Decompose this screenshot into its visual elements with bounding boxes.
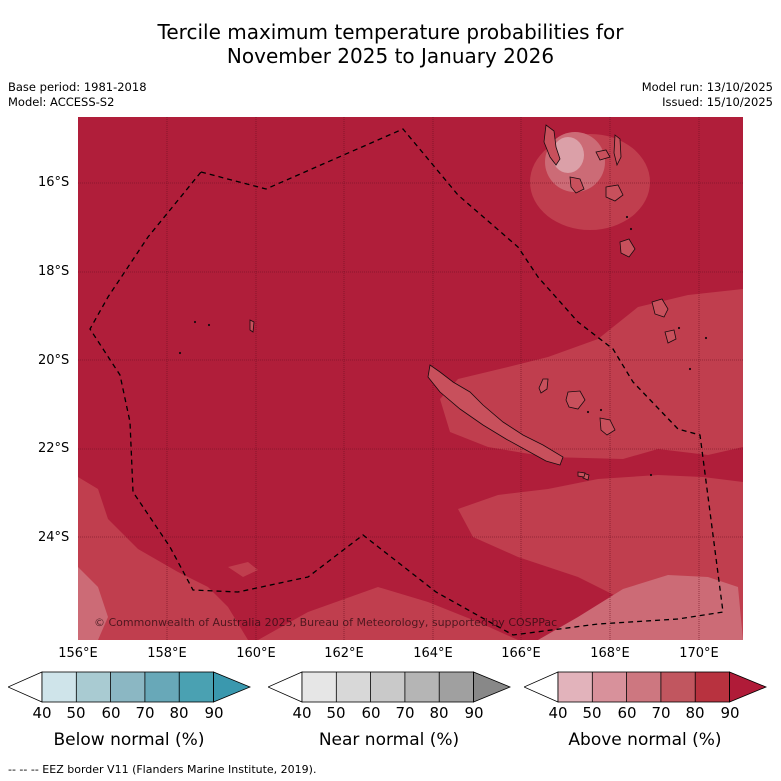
new-caledonia [427,364,564,466]
band-small-south [228,562,258,577]
cbar-near-tick-80: 80 [429,704,449,722]
colorbar-near-seg-50 [336,672,371,702]
cbar-near-tick-40: 40 [292,704,312,722]
lon-label-158e: 158°E [147,646,187,661]
lat-label-16s: 16°S [38,175,70,190]
lifou [565,390,586,410]
mare [599,417,616,436]
cbar-below-tick-70: 70 [135,704,155,722]
lon-label-164e: 164°E [413,646,453,661]
colorbar-near-seg-60 [370,672,405,702]
lat-label-22s: 22°S [38,441,70,456]
malekula [569,176,585,194]
lat-label-24s: 24°S [38,530,70,545]
small-island-west [249,319,255,333]
lon-label-166e: 166°E [501,646,541,661]
cbar-near-tick-90: 90 [464,704,484,722]
colorbar-below-low-tri [8,671,43,703]
pentecost [613,134,622,167]
colorbar-below [8,671,251,703]
copyright-notice: © Commonwealth of Australia 2025, Bureau… [94,616,557,629]
lon-label-162e: 162°E [324,646,364,661]
cbar-below-tick-50: 50 [66,704,86,722]
colorbar-near-seg-40 [302,672,337,702]
colorbar-near-low-tri [268,671,303,703]
colorbar-below-seg-40 [42,672,77,702]
loyalty-small-2 [664,329,677,344]
band-south-70 [78,477,248,640]
meta-left: Base period: 1981-2018 Model: ACCESS-S2 [8,80,147,110]
colorbar-above [524,671,767,703]
title-line-2: November 2025 to January 2026 [226,44,555,68]
chart-title: Tercile maximum temperature probabilitie… [0,20,781,68]
lon-label-168e: 168°E [590,646,630,661]
colorbar-below-seg-60 [110,672,145,702]
colorbar-near [268,671,511,703]
colorbar-near-seg-70 [404,672,440,702]
colorbar-below-high-tri [213,671,251,703]
colorbar-above-high-tri [729,671,767,703]
cbar-near-tick-70: 70 [395,704,415,722]
efate [605,184,624,202]
probability-map: © Commonwealth of Australia 2025, Bureau… [78,117,743,640]
meta-right: Model run: 13/10/2025 Issued: 15/10/2025 [642,80,773,110]
colorbar-above-seg-60 [626,672,661,702]
cbar-above-tick-40: 40 [548,704,568,722]
model-run: Model run: 13/10/2025 [641,80,773,94]
lon-label-160e: 160°E [236,646,276,661]
landmasses [249,124,677,481]
issued-date: Issued: 15/10/2025 [662,95,773,109]
colorbar-near-seg-80 [439,672,474,702]
ambae [595,149,611,161]
cbar-below-tick-60: 60 [101,704,121,722]
band-southwest-60 [78,567,108,640]
small-islets [178,215,708,477]
cbar-above-tick-50: 50 [582,704,602,722]
colorbar-above-seg-70 [660,672,696,702]
erromango [619,238,636,258]
colorbar-above-seg-80 [695,672,730,702]
cbar-above-tick-80: 80 [685,704,705,722]
cbar-near-title: Near normal (%) [318,730,460,750]
band-vanuatu-50 [552,137,584,173]
lat-label-18s: 18°S [38,264,70,279]
cbar-below-tick-90: 90 [204,704,224,722]
colorbar-below-seg-50 [76,672,111,702]
colorbar-above-seg-40 [558,672,593,702]
title-line-1: Tercile maximum temperature probabilitie… [157,20,624,44]
cbar-below-title: Below normal (%) [53,730,205,750]
band-south-60 [538,575,743,640]
ouvea [538,378,549,394]
loyalty-small-1 [651,298,669,318]
reef-east [577,471,586,478]
cbar-above-tick-90: 90 [720,704,740,722]
colorbar-below-seg-70 [144,672,180,702]
colorbar-above-seg-50 [592,672,627,702]
cbar-near-tick-60: 60 [361,704,381,722]
gridlines [78,117,743,640]
eez-footnote: -- -- -- EEZ border V11 (Flanders Marine… [8,763,317,776]
cbar-above-tick-60: 60 [617,704,637,722]
cbar-below-tick-40: 40 [32,704,52,722]
colorbar-near-high-tri [473,671,511,703]
cbar-above-title: Above normal (%) [568,730,722,750]
colorbar-above-low-tri [524,671,559,703]
base-period: Base period: 1981-2018 [8,80,147,94]
lon-label-170e: 170°E [679,646,719,661]
espiritu-santo [543,124,561,166]
model-name: Model: ACCESS-S2 [8,95,115,109]
lon-label-156e: 156°E [58,646,98,661]
cbar-below-tick-80: 80 [169,704,189,722]
eez-border [89,128,724,636]
lat-label-20s: 20°S [38,353,70,368]
band-south-center-70 [258,587,518,640]
colorbar-below-seg-80 [179,672,214,702]
cbar-above-tick-70: 70 [651,704,671,722]
cbar-near-tick-50: 50 [326,704,346,722]
